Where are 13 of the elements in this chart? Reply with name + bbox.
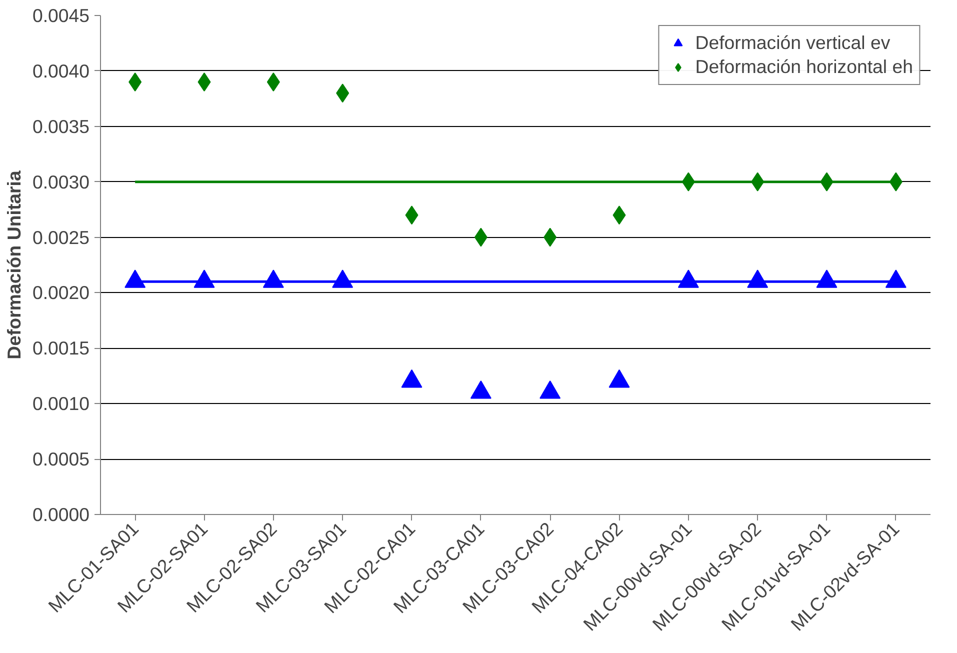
y-tick-label: 0.0035 <box>32 116 90 137</box>
y-axis-title: Deformación Unitaria <box>3 170 24 360</box>
legend-label: Deformación vertical ev <box>695 32 890 54</box>
y-tick-label: 0.0040 <box>32 60 90 82</box>
y-tick-label: 0.0010 <box>32 393 90 414</box>
y-tick-label: 0.0045 <box>32 5 90 26</box>
legend-label: Deformación horizontal eh <box>695 56 913 78</box>
y-tick-label: 0.0005 <box>32 448 90 470</box>
y-tick-label: 0.0030 <box>32 171 90 192</box>
y-tick-label: 0.0015 <box>32 338 90 359</box>
y-tick-label: 0.0020 <box>32 282 90 304</box>
y-tick-label: 0.0000 <box>32 504 90 525</box>
y-tick-label: 0.0025 <box>32 226 90 248</box>
